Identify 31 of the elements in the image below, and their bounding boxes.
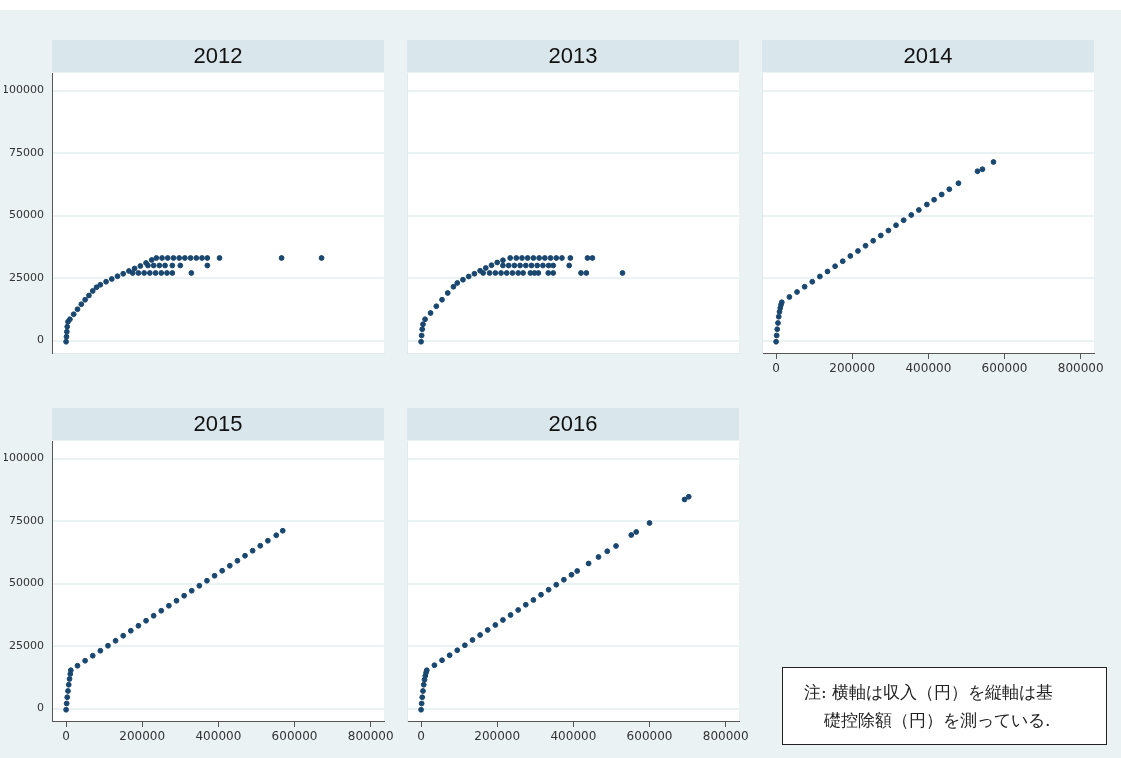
x-tick-label: 600000 bbox=[626, 729, 673, 744]
chart-title: 2013 bbox=[407, 40, 739, 72]
chart-title: 2016 bbox=[407, 408, 739, 440]
y-tick-label: 50000 bbox=[9, 208, 44, 222]
y-tick-label: 25000 bbox=[9, 638, 44, 652]
x-tick-label: 200000 bbox=[119, 729, 166, 744]
y-tick-label: 100000 bbox=[2, 83, 44, 97]
x-tick-label: 0 bbox=[417, 729, 425, 744]
x-tick-label: 400000 bbox=[905, 361, 952, 376]
y-tick-label: 75000 bbox=[9, 145, 44, 159]
x-tick-label: 400000 bbox=[550, 729, 597, 744]
chart-title: 2015 bbox=[52, 408, 384, 440]
x-tick-label: 200000 bbox=[474, 729, 521, 744]
x-tick-label: 600000 bbox=[271, 729, 318, 744]
y-tick-label: 75000 bbox=[9, 513, 44, 527]
x-tick-label: 400000 bbox=[195, 729, 242, 744]
x-tick-label: 800000 bbox=[347, 729, 394, 744]
y-tick-label: 50000 bbox=[9, 576, 44, 590]
x-tick-label: 200000 bbox=[829, 361, 876, 376]
x-tick-label: 0 bbox=[62, 729, 70, 744]
y-tick-label: 0 bbox=[37, 701, 44, 715]
x-tick-label: 0 bbox=[772, 361, 780, 376]
text: 注: 横軸は収入（円）を縦軸は基礎控除額（円）を測っている. bbox=[782, 667, 1107, 745]
y-tick-label: 0 bbox=[37, 333, 44, 347]
y-tick-label: 25000 bbox=[9, 270, 44, 284]
x-tick-label: 800000 bbox=[1057, 361, 1104, 376]
x-tick-label: 800000 bbox=[702, 729, 749, 744]
x-tick-label: 600000 bbox=[981, 361, 1028, 376]
chart-title: 2012 bbox=[52, 40, 384, 72]
y-tick-label: 100000 bbox=[2, 451, 44, 465]
chart-title: 2014 bbox=[762, 40, 1094, 72]
